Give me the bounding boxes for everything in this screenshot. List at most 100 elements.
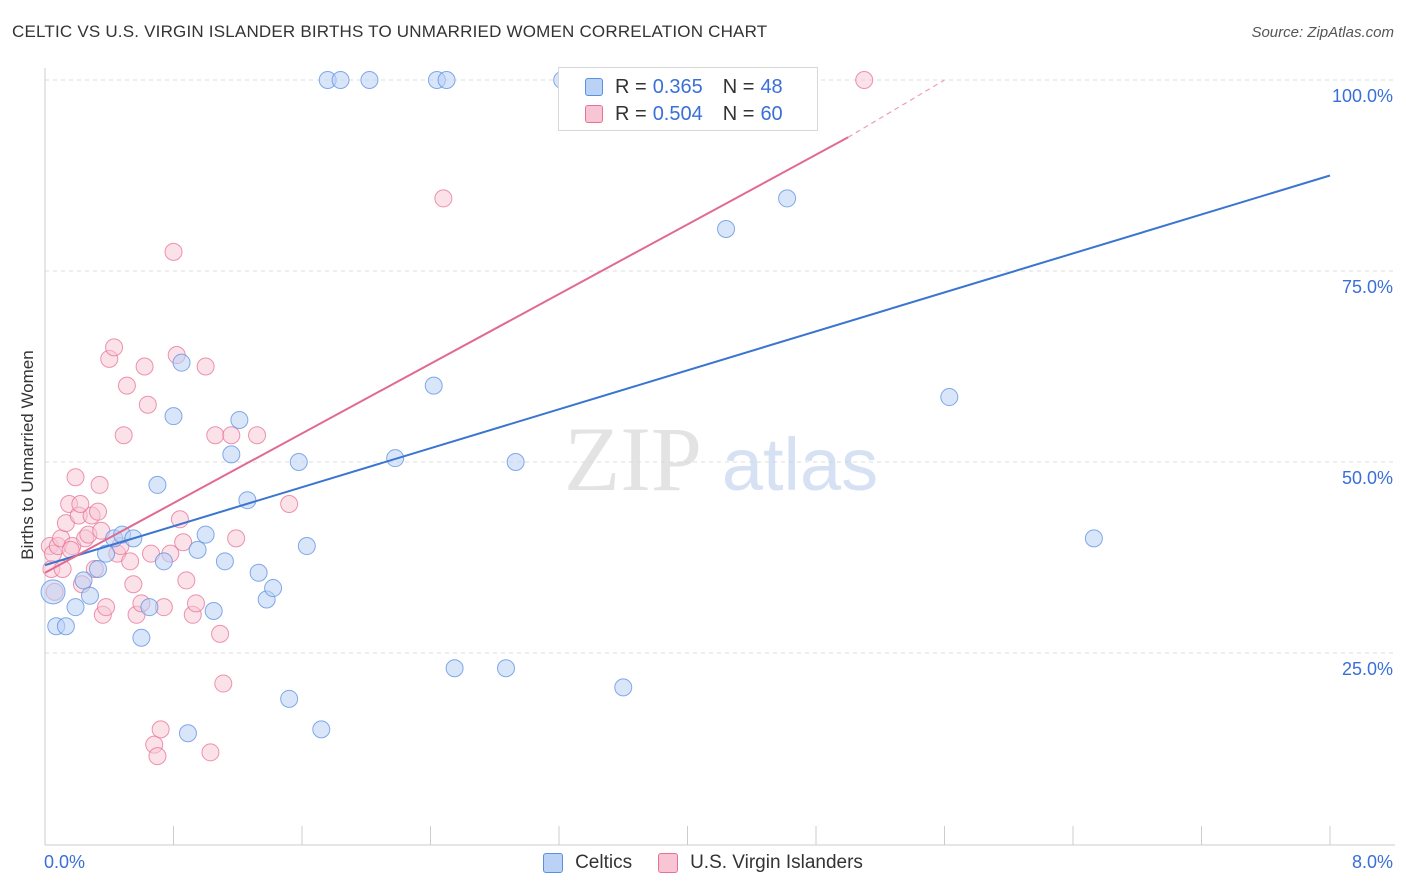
legend-label: U.S. Virgin Islanders (690, 852, 863, 873)
virgin-point (114, 426, 133, 445)
virgin-point (855, 71, 874, 89)
virgin-point (174, 533, 193, 552)
virgin-point (214, 674, 233, 693)
celtics-point (222, 445, 241, 464)
celtics-point (74, 571, 93, 590)
virgin-point (164, 242, 183, 261)
correlation-legend: R = 0.365 N = 48 R = 0.504 N = 60 (558, 67, 818, 131)
virgin-point (196, 357, 215, 376)
r-label: R = (615, 102, 647, 125)
celtics-point (360, 71, 379, 89)
virgin-point (135, 357, 154, 376)
celtics-point (97, 544, 116, 563)
virgin-point (105, 338, 124, 357)
celtics-point (80, 586, 99, 605)
celtics-point (1084, 529, 1103, 548)
n-label: N = (722, 102, 755, 125)
celtics-point (40, 579, 66, 605)
celtics-point (264, 579, 283, 598)
chart-title: CELTIC VS U.S. VIRGIN ISLANDER BIRTHS TO… (12, 22, 768, 41)
virgin-swatch (658, 853, 679, 873)
virgin-point (117, 376, 136, 395)
series-legend: Celtics U.S. Virgin Islanders (0, 852, 1406, 874)
celtics-point (424, 376, 443, 395)
x-tick-label: 8.0% (1351, 852, 1393, 872)
r-value: 0.504 (652, 102, 703, 125)
n-label: N = (722, 75, 755, 98)
legend-row-celtics: R = 0.365 N = 48 (585, 75, 783, 99)
virgin-point (186, 594, 205, 613)
celtics-point (496, 659, 515, 678)
celtics-point (614, 678, 633, 697)
r-label: R = (615, 75, 647, 98)
celtics-point (56, 617, 75, 636)
celtics-swatch (543, 853, 564, 873)
legend-row-virgin: R = 0.504 N = 60 (585, 102, 783, 126)
celtics-point (230, 410, 249, 429)
x-tick-label: 0.0% (44, 852, 86, 872)
celtics-point (280, 689, 299, 708)
virgin-point (222, 426, 241, 445)
celtics-point (172, 353, 191, 372)
virgin-point (206, 426, 225, 445)
celtics-point (215, 552, 234, 571)
celtics-point (331, 71, 350, 89)
celtics-point (188, 540, 207, 559)
celtics-point (132, 628, 151, 647)
celtics-point (204, 601, 223, 620)
celtics-point (148, 475, 167, 494)
celtics-point (778, 189, 797, 208)
celtics-point (297, 537, 316, 556)
virgin-swatch (585, 105, 603, 123)
chart-source: Source: ZipAtlas.com (1251, 24, 1394, 41)
celtics-point (164, 407, 183, 426)
r-value: 0.365 (652, 75, 703, 98)
celtics-trend-line (44, 174, 1331, 567)
virgin-point (434, 189, 453, 208)
virgin-point (227, 529, 246, 548)
y-tick-label: 25.0% (1341, 659, 1393, 679)
n-value: 48 (760, 75, 783, 98)
celtics-point (249, 563, 268, 582)
legend-label: Celtics (575, 852, 633, 873)
n-value: 60 (760, 102, 783, 125)
virgin-point (89, 502, 108, 521)
celtics-point (940, 388, 959, 407)
virgin-point (248, 426, 267, 445)
legend-item-celtics[interactable]: Celtics (543, 852, 632, 874)
celtics-point (66, 598, 85, 617)
celtics-point (717, 219, 736, 238)
virgin-point (90, 475, 109, 494)
celtics-point (196, 525, 215, 544)
celtics-swatch (585, 78, 603, 96)
virgin-point (151, 720, 170, 739)
virgin-trend-extension (847, 79, 945, 138)
virgin-point (211, 624, 230, 643)
virgin-point (66, 468, 85, 487)
y-tick-label: 50.0% (1341, 468, 1393, 488)
celtics-point (437, 71, 456, 89)
y-axis-label: Births to Unmarried Women (18, 350, 37, 560)
virgin-point (138, 395, 157, 414)
virgin-trend-line (44, 136, 849, 574)
watermark-atlas: atlas (722, 423, 878, 506)
virgin-point (201, 743, 220, 762)
virgin-point (148, 747, 167, 766)
celtics-point (178, 724, 197, 743)
celtics-point (89, 559, 108, 578)
celtics-point (312, 720, 331, 739)
celtics-point (445, 659, 464, 678)
celtics-point (154, 552, 173, 571)
celtics-point (289, 453, 308, 471)
virgin-point (177, 571, 196, 590)
celtics-point (140, 598, 159, 617)
celtics-point (506, 453, 525, 471)
legend-item-virgin[interactable]: U.S. Virgin Islanders (658, 852, 863, 874)
y-tick-label: 75.0% (1341, 277, 1393, 297)
virgin-point (124, 575, 143, 594)
virgin-point (280, 495, 299, 514)
watermark-zip: ZIP (564, 408, 702, 510)
virgin-point (97, 598, 116, 617)
virgin-point (121, 552, 140, 571)
